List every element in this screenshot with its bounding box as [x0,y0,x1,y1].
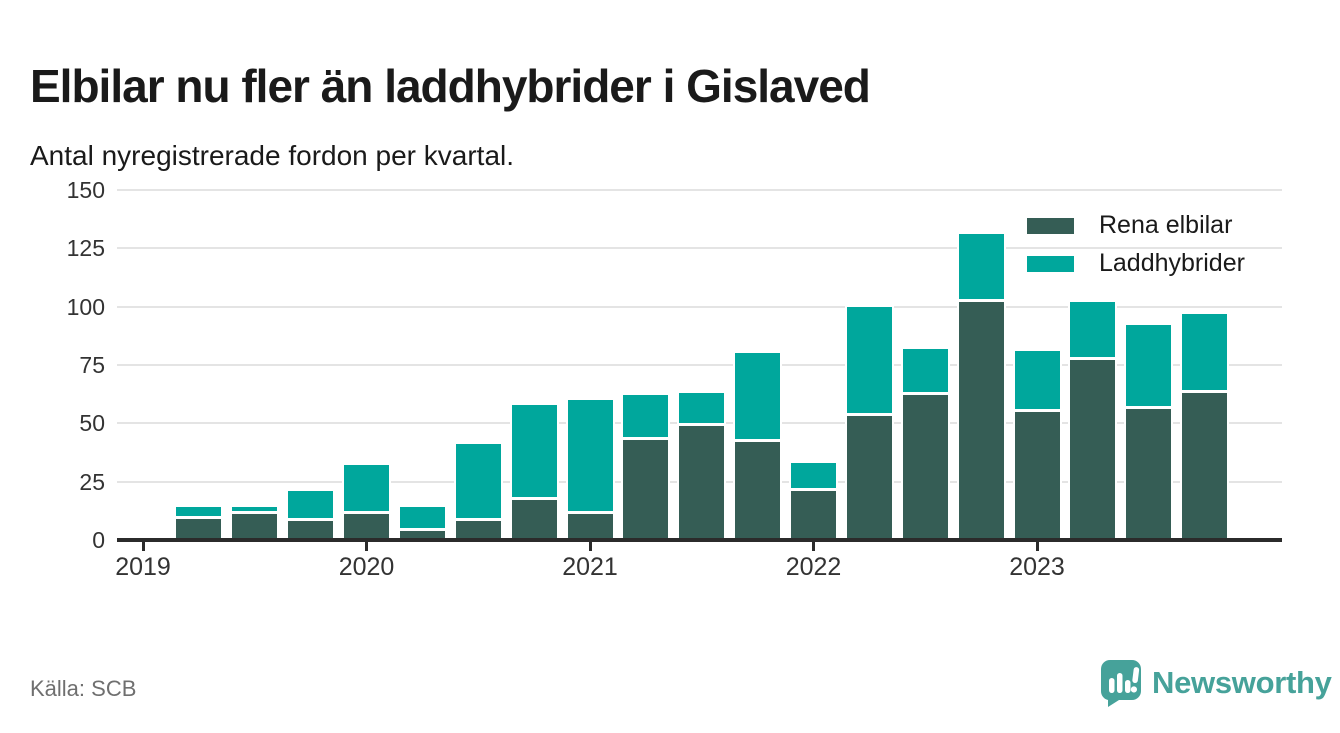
bar-segment-rena-elbilar [902,395,948,538]
y-axis-label: 50 [79,410,105,437]
newsworthy-logo-icon [1100,660,1141,707]
bar-segment-rena-elbilar [679,425,725,538]
bar-segment-laddhybrider [232,507,278,512]
chart-title: Elbilar nu fler än laddhybrider i Gislav… [30,59,871,112]
y-axis-label: 150 [66,177,105,203]
bar-segment-laddhybrider [399,507,445,528]
x-axis-tick [365,541,368,551]
legend-swatch [1027,255,1074,272]
bar-segment-rena-elbilar [958,302,1004,538]
bar-segment-rena-elbilar [1126,409,1172,538]
bar-segment-laddhybrider [791,463,836,488]
bar-segment-rena-elbilar [1014,411,1060,538]
bar-segment-laddhybrider [511,404,557,498]
gridline [117,305,1282,308]
gridline [117,422,1282,425]
x-axis-line [117,538,1282,542]
bar-segment-laddhybrider [1014,351,1060,409]
y-axis-label: 0 [92,527,105,553]
bar-segment-laddhybrider [735,353,781,439]
bar-segment-laddhybrider [902,348,948,393]
gridline [117,189,1282,191]
bar-segment-rena-elbilar [288,521,334,538]
y-axis-label: 75 [79,352,105,378]
bar-segment-rena-elbilar [399,530,445,538]
bar-segment-rena-elbilar [176,519,222,538]
bar-segment-laddhybrider [623,395,669,437]
bar-segment-laddhybrider [344,465,389,512]
x-axis-tick [1035,541,1039,551]
x-axis-label: 2020 [338,553,395,581]
legend-row: Rena elbilar [1027,207,1232,244]
bar-segment-rena-elbilar [735,442,781,538]
brand-name: Newsworthy [1152,665,1332,700]
bar-segment-rena-elbilar [846,416,892,538]
gridline [117,364,1282,366]
x-axis-tick [588,541,592,551]
bar-segment-laddhybrider [1126,325,1172,407]
x-axis-label: 2021 [562,553,618,581]
bar-segment-laddhybrider [567,400,613,512]
legend-label: Laddhybrider [1099,249,1245,277]
y-axis-label: 125 [66,235,105,262]
chart-subtitle: Antal nyregistrerade fordon per kvartal. [30,140,515,171]
bar-segment-rena-elbilar [791,491,836,538]
brand-logo: Newsworthy [1100,659,1332,707]
bar-segment-rena-elbilar [1070,360,1116,538]
y-axis-label: 25 [79,468,105,495]
legend-label: Rena elbilar [1099,211,1233,239]
legend-row: Laddhybrider [1027,245,1245,282]
x-axis-label: 2023 [1009,553,1065,581]
bar-segment-laddhybrider [455,444,501,519]
source-label: Källa: SCB [30,676,137,701]
bar-segment-rena-elbilar [344,514,389,538]
bar-segment-rena-elbilar [623,439,669,538]
y-axis-label: 100 [66,293,105,320]
bar-segment-laddhybrider [1070,302,1116,358]
x-axis-label: 2022 [785,553,842,581]
bar-segment-rena-elbilar [455,521,501,538]
bar-segment-laddhybrider [288,491,334,519]
bar-segment-laddhybrider [1182,313,1228,390]
bar-segment-laddhybrider [679,393,725,423]
x-axis-label: 2019 [115,553,171,581]
bar-segment-laddhybrider [958,234,1004,299]
bar-segment-laddhybrider [846,306,892,414]
bar-segment-rena-elbilar [1182,393,1228,538]
bar-segment-rena-elbilar [511,500,557,538]
gridline [117,247,1282,250]
x-axis-tick [141,541,145,551]
x-axis-tick [812,541,815,551]
legend-swatch [1027,217,1074,234]
bar-segment-rena-elbilar [232,514,278,538]
bar-segment-laddhybrider [176,507,222,516]
bar-segment-rena-elbilar [567,514,613,538]
